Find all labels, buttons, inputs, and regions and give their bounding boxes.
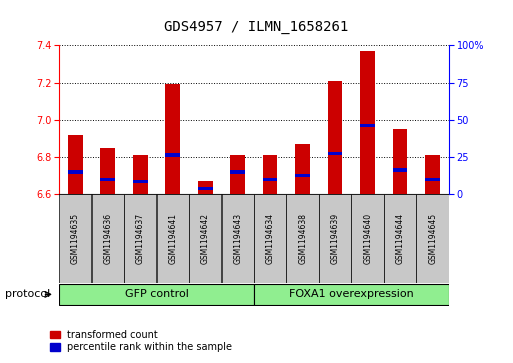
Bar xyxy=(295,144,310,194)
Bar xyxy=(91,194,124,283)
Bar xyxy=(360,124,375,127)
Text: GSM1194638: GSM1194638 xyxy=(298,213,307,264)
Bar xyxy=(425,178,440,181)
Bar xyxy=(393,129,407,194)
Text: GSM1194642: GSM1194642 xyxy=(201,213,210,264)
Bar xyxy=(230,170,245,174)
Text: GFP control: GFP control xyxy=(125,289,188,299)
Bar xyxy=(198,187,212,190)
Text: GSM1194644: GSM1194644 xyxy=(396,213,405,264)
Bar xyxy=(263,155,278,194)
Bar xyxy=(328,152,343,155)
Bar xyxy=(101,178,115,181)
Bar xyxy=(165,154,180,157)
Text: GDS4957 / ILMN_1658261: GDS4957 / ILMN_1658261 xyxy=(164,20,349,34)
Bar xyxy=(59,284,254,305)
Legend: transformed count, percentile rank within the sample: transformed count, percentile rank withi… xyxy=(46,326,236,356)
Bar xyxy=(254,284,449,305)
Bar xyxy=(68,135,83,194)
Text: GSM1194645: GSM1194645 xyxy=(428,213,437,264)
Text: GSM1194639: GSM1194639 xyxy=(331,213,340,264)
Bar xyxy=(59,194,91,283)
Bar xyxy=(101,148,115,194)
Text: FOXA1 overexpression: FOXA1 overexpression xyxy=(289,289,414,299)
Text: GSM1194635: GSM1194635 xyxy=(71,213,80,264)
Bar xyxy=(393,168,407,172)
Bar xyxy=(351,194,384,283)
Text: GSM1194640: GSM1194640 xyxy=(363,213,372,264)
Bar xyxy=(124,194,156,283)
Bar xyxy=(156,194,189,283)
Text: GSM1194637: GSM1194637 xyxy=(136,213,145,264)
Bar xyxy=(319,194,351,283)
Bar xyxy=(133,155,148,194)
Bar xyxy=(189,194,222,283)
Bar xyxy=(425,155,440,194)
Bar xyxy=(133,180,148,183)
Bar xyxy=(295,174,310,177)
Bar xyxy=(360,51,375,194)
Text: GSM1194634: GSM1194634 xyxy=(266,213,274,264)
Bar xyxy=(263,178,278,181)
Bar xyxy=(222,194,254,283)
Text: GSM1194641: GSM1194641 xyxy=(168,213,177,264)
Bar xyxy=(165,85,180,194)
Text: protocol: protocol xyxy=(5,289,50,299)
Bar xyxy=(68,170,83,174)
Bar xyxy=(230,155,245,194)
Bar xyxy=(384,194,417,283)
Bar xyxy=(254,194,286,283)
Bar xyxy=(328,81,343,194)
Bar xyxy=(417,194,449,283)
Text: GSM1194643: GSM1194643 xyxy=(233,213,242,264)
Bar xyxy=(198,181,212,194)
Bar xyxy=(286,194,319,283)
Text: GSM1194636: GSM1194636 xyxy=(103,213,112,264)
